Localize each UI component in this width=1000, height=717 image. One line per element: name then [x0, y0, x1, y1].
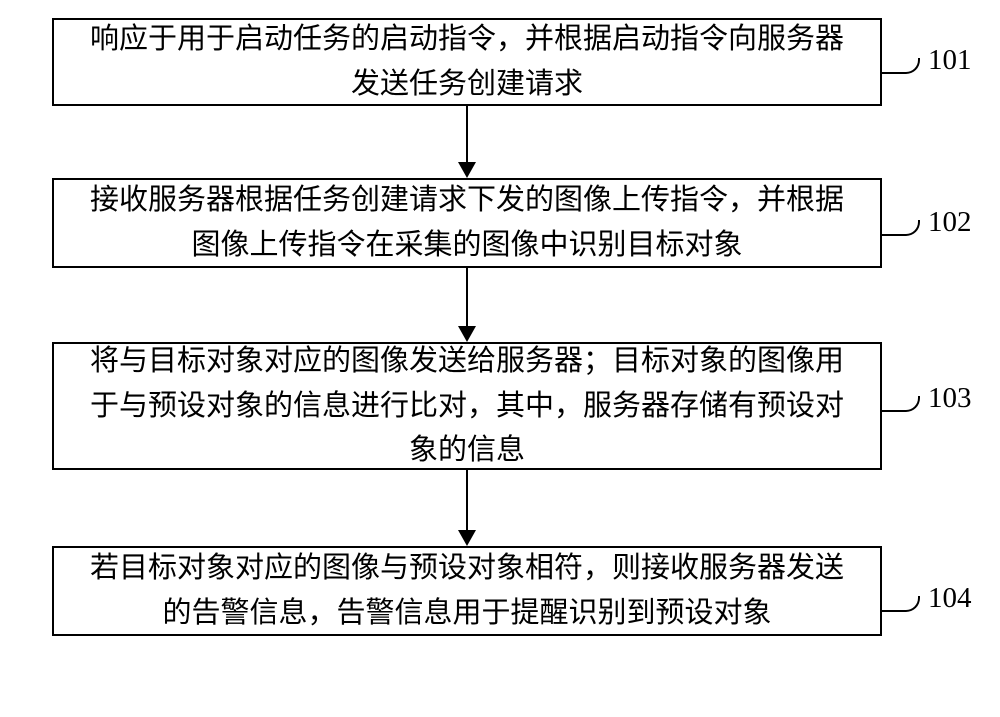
label-curve-102: [904, 220, 920, 236]
flow-step-101: 响应于用于启动任务的启动指令，并根据启动指令向服务器发送任务创建请求: [52, 18, 882, 106]
flowchart-canvas: 响应于用于启动任务的启动指令，并根据启动指令向服务器发送任务创建请求 101 接…: [0, 0, 1000, 717]
step-text: 响应于用于启动任务的启动指令，并根据启动指令向服务器发送任务创建请求: [82, 17, 852, 107]
label-tick-104: [882, 610, 906, 612]
step-label-103: 103: [928, 382, 972, 415]
label-tick-103: [882, 410, 906, 412]
connector-103-104: [466, 470, 468, 530]
flow-step-102: 接收服务器根据任务创建请求下发的图像上传指令，并根据图像上传指令在采集的图像中识…: [52, 178, 882, 268]
arrowhead-103-104: [458, 530, 476, 546]
arrowhead-101-102: [458, 162, 476, 178]
connector-101-102: [466, 106, 468, 162]
flow-step-104: 若目标对象对应的图像与预设对象相符，则接收服务器发送的告警信息，告警信息用于提醒…: [52, 546, 882, 636]
step-text: 将与目标对象对应的图像发送给服务器；目标对象的图像用于与预设对象的信息进行比对，…: [82, 339, 852, 474]
step-text: 若目标对象对应的图像与预设对象相符，则接收服务器发送的告警信息，告警信息用于提醒…: [82, 546, 852, 636]
label-curve-103: [904, 396, 920, 412]
connector-102-103: [466, 268, 468, 326]
label-tick-102: [882, 234, 906, 236]
label-curve-101: [904, 58, 920, 74]
step-label-104: 104: [928, 582, 972, 615]
flow-step-103: 将与目标对象对应的图像发送给服务器；目标对象的图像用于与预设对象的信息进行比对，…: [52, 342, 882, 470]
label-tick-101: [882, 72, 906, 74]
label-curve-104: [904, 596, 920, 612]
step-label-101: 101: [928, 44, 972, 77]
step-label-102: 102: [928, 206, 972, 239]
step-text: 接收服务器根据任务创建请求下发的图像上传指令，并根据图像上传指令在采集的图像中识…: [82, 178, 852, 268]
